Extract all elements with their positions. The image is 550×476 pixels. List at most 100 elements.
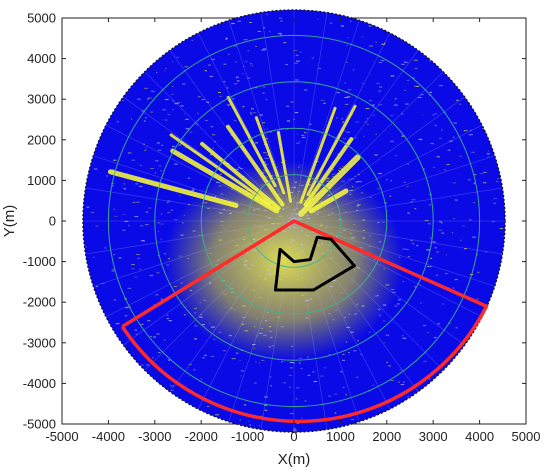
- y-tick-label: -1000: [23, 254, 56, 269]
- speckle: [145, 364, 150, 366]
- speckle: [350, 20, 352, 22]
- speckle: [429, 91, 432, 93]
- speckle: [382, 304, 387, 306]
- speckle: [198, 234, 202, 236]
- speckle: [315, 234, 318, 236]
- speckle: [264, 278, 267, 280]
- speckle: [414, 208, 417, 210]
- speckle: [197, 112, 199, 114]
- speckle: [278, 278, 283, 280]
- speckle: [201, 99, 205, 101]
- speckle: [256, 208, 260, 210]
- speckle: [305, 215, 310, 217]
- speckle: [377, 173, 382, 175]
- speckle: [180, 234, 184, 236]
- speckle: [338, 169, 340, 171]
- speckle: [348, 190, 352, 192]
- speckle: [346, 61, 348, 63]
- speckle: [361, 83, 364, 85]
- x-tick-label: -5000: [45, 429, 78, 444]
- speckle: [428, 223, 431, 225]
- speckle: [278, 17, 283, 19]
- speckle: [493, 198, 498, 200]
- speckle: [259, 275, 262, 277]
- clutter-streak: [197, 220, 295, 410]
- speckle: [348, 193, 353, 195]
- speckle: [430, 143, 434, 145]
- speckle: [339, 167, 342, 169]
- speckle: [336, 153, 339, 155]
- speckle: [451, 231, 454, 233]
- speckle: [312, 259, 316, 261]
- speckle: [239, 168, 243, 170]
- speckle: [366, 118, 369, 120]
- speckle: [309, 123, 312, 125]
- speckle: [277, 316, 281, 318]
- speckle: [303, 200, 307, 202]
- speckle: [323, 367, 327, 369]
- speckle: [157, 222, 160, 224]
- speckle: [452, 287, 455, 289]
- speckle: [242, 106, 245, 108]
- speckle: [250, 113, 253, 115]
- speckle: [267, 271, 270, 273]
- speckle: [346, 131, 351, 133]
- speckle: [140, 323, 144, 325]
- speckle: [167, 212, 171, 214]
- speckle: [401, 135, 406, 137]
- clutter-streak: [122, 96, 295, 222]
- clutter-streak: [293, 49, 419, 222]
- speckle: [279, 34, 282, 36]
- speckle: [284, 276, 288, 278]
- speckle: [323, 102, 326, 104]
- speckle: [153, 304, 155, 306]
- speckle: [104, 247, 107, 249]
- speckle: [122, 187, 127, 189]
- speckle: [286, 105, 290, 107]
- speckle: [373, 114, 375, 116]
- speckle: [261, 359, 265, 361]
- speckle: [144, 87, 148, 89]
- speckle: [350, 178, 355, 180]
- speckle: [232, 98, 235, 100]
- speckle: [144, 149, 147, 151]
- speckle: [400, 384, 405, 386]
- speckle: [385, 334, 390, 336]
- speckle: [200, 314, 203, 316]
- speckle: [139, 164, 143, 166]
- clutter-streak: [254, 116, 286, 195]
- x-tick-label: -3000: [138, 429, 171, 444]
- speckle: [217, 92, 222, 94]
- speckle: [434, 247, 437, 249]
- speckle: [293, 428, 297, 430]
- speckle: [315, 243, 320, 245]
- speckle: [370, 196, 372, 198]
- speckle: [402, 281, 405, 283]
- speckle: [249, 22, 252, 24]
- speckle: [385, 284, 390, 286]
- speckle: [241, 323, 245, 325]
- speckle: [242, 239, 246, 241]
- speckle: [143, 143, 145, 145]
- speckle: [248, 268, 252, 270]
- speckle: [150, 168, 154, 170]
- clutter-streak: [92, 155, 295, 222]
- speckle: [434, 124, 437, 126]
- speckle: [413, 59, 418, 61]
- speckle: [95, 285, 98, 287]
- speckle: [404, 89, 407, 91]
- speckle: [293, 119, 295, 121]
- speckle: [235, 352, 239, 354]
- speckle: [378, 104, 383, 106]
- speckle: [172, 85, 174, 87]
- speckle: [375, 41, 377, 43]
- clutter-streak: [293, 124, 483, 222]
- speckle: [264, 409, 268, 411]
- speckle: [242, 210, 246, 212]
- speckle: [234, 45, 238, 47]
- speckle: [394, 305, 397, 307]
- speckle: [437, 323, 441, 325]
- clutter-streak: [293, 19, 360, 222]
- speckle: [166, 314, 169, 316]
